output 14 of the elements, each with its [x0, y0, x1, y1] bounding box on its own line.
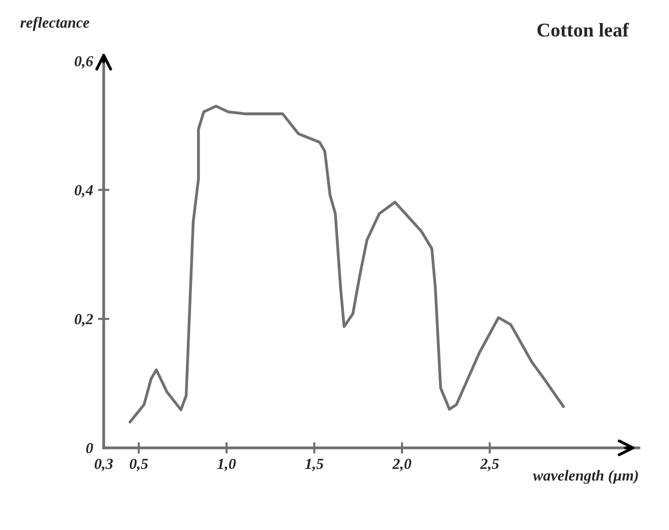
x-tick-label: 0,3	[94, 458, 113, 472]
chart-title: Cotton leaf	[537, 22, 630, 37]
y-tick-label: 0	[86, 442, 94, 454]
y-axis-title: reflectance	[20, 16, 90, 31]
y-tick-label: 0,2	[74, 314, 93, 327]
x-tick-label: 1,0	[217, 458, 236, 472]
x-tick-label: 0,5	[130, 458, 148, 472]
x-tick-label: 2,0	[392, 458, 412, 472]
y-tick-label: 0,4	[74, 185, 93, 198]
x-axis-title: wavelength (µm)	[532, 470, 638, 484]
line-series	[128, 104, 565, 424]
y-tick-label: 0,6	[74, 56, 94, 69]
x-tick-label: 1,5	[305, 458, 324, 472]
x-tick-label: 2,5	[480, 458, 499, 472]
